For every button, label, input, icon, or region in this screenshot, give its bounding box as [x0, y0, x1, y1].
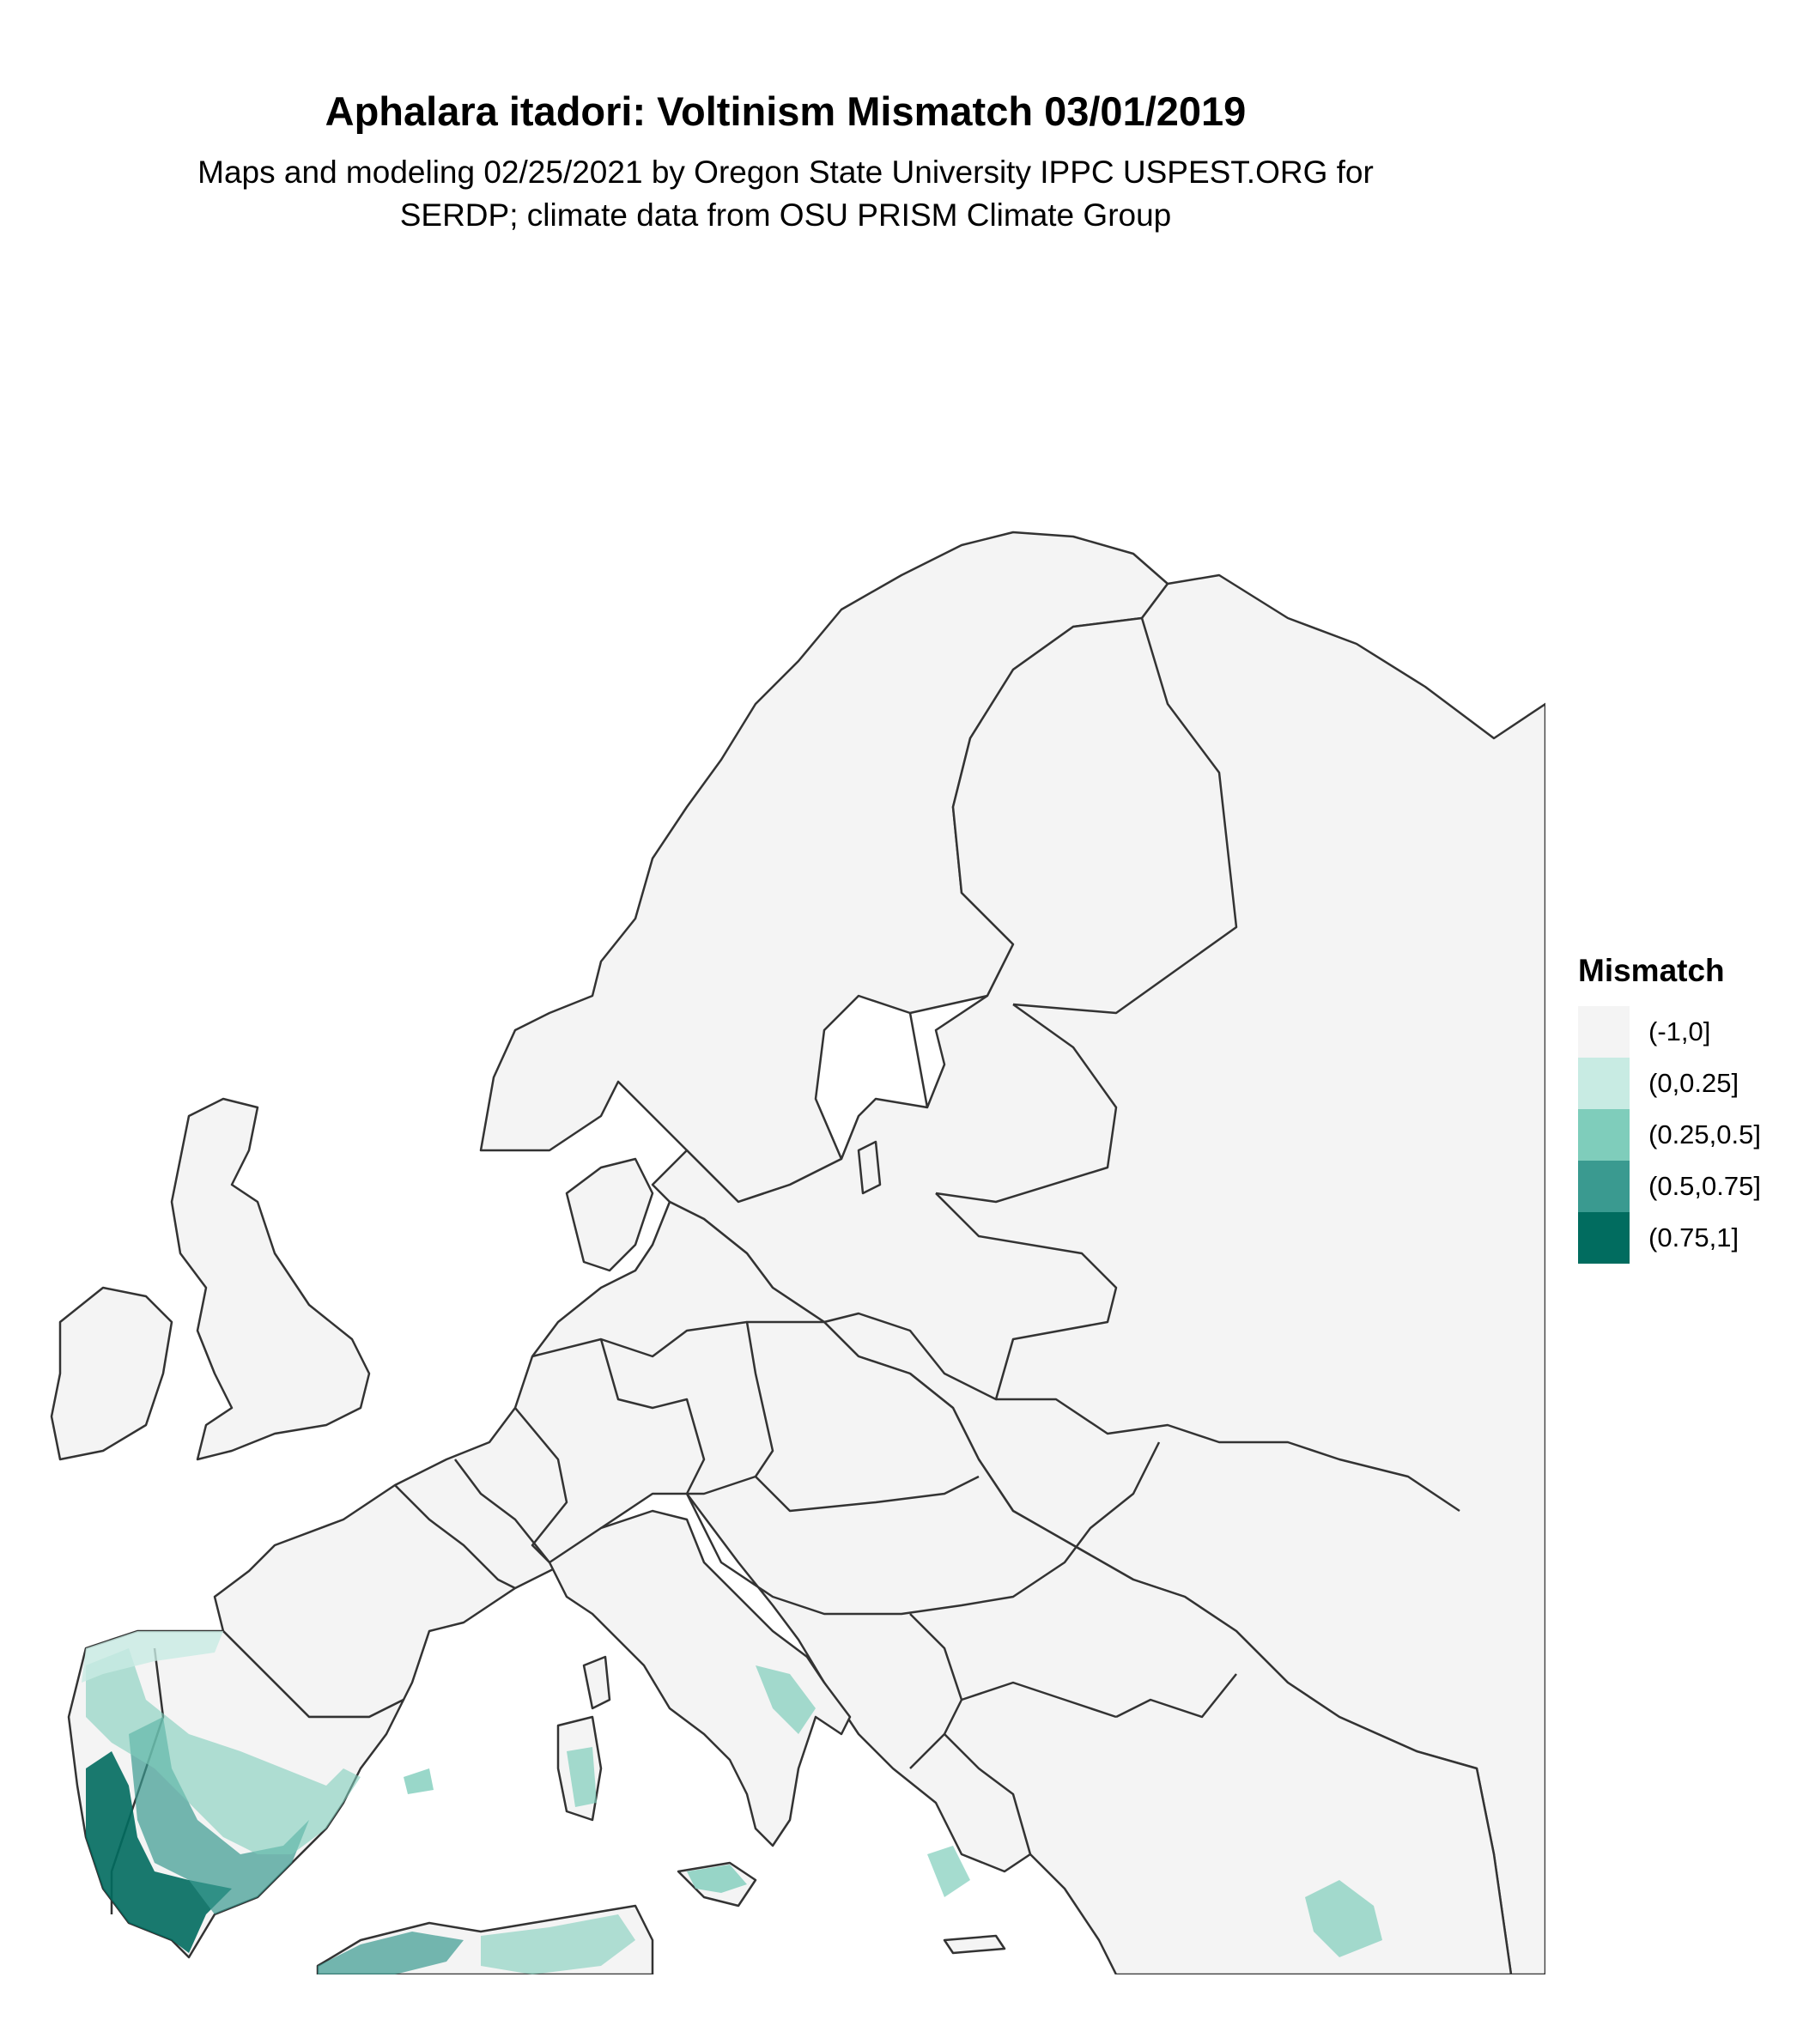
legend-item: (-1,0] [1578, 1006, 1761, 1058]
legend-swatch [1578, 1212, 1630, 1264]
mismatch-areas [82, 1631, 1382, 1974]
country-borders [110, 617, 1460, 1914]
subtitle-line-1: Maps and modeling 02/25/2021 by Oregon S… [197, 155, 1374, 190]
legend-item: (0.75,1] [1578, 1212, 1761, 1264]
europe-map [50, 531, 1545, 1974]
mismatch-sardinia [567, 1747, 597, 1807]
map-subtitle: Maps and modeling 02/25/2021 by Oregon S… [0, 151, 1571, 237]
legend-label: (0.75,1] [1648, 1222, 1739, 1252]
legend-swatch [1578, 1058, 1630, 1109]
crete [943, 1934, 1006, 1955]
mismatch-portugal-dark [86, 1751, 232, 1953]
mismatch-greece [927, 1846, 970, 1897]
mismatch-north-africa-east [481, 1914, 635, 1974]
mismatch-italy-south [756, 1665, 816, 1734]
mismatch-north-africa [318, 1932, 464, 1974]
subtitle-line-2: SERDP; climate data from OSU PRISM Clima… [399, 197, 1172, 233]
ireland [50, 1286, 173, 1461]
legend-item: (0.5,0.75] [1578, 1161, 1761, 1212]
legend: Mismatch (-1,0] (0,0.25] (0.25,0.5] (0.5… [1578, 953, 1761, 1264]
legend-swatch [1578, 1109, 1630, 1161]
legend-label: (0.25,0.5] [1648, 1119, 1761, 1149]
mismatch-iberia-light [86, 1648, 361, 1854]
legend-label: (-1,0] [1648, 1016, 1711, 1046]
land-masses [50, 531, 1545, 1974]
italy [548, 1509, 852, 1847]
mismatch-turkey [1305, 1880, 1382, 1957]
legend-title: Mismatch [1578, 953, 1725, 988]
continental-europe [213, 1200, 1513, 1974]
legend-label: (0.5,0.75] [1648, 1171, 1761, 1201]
legend-label: (0,0.25] [1648, 1068, 1739, 1098]
legend-item: (0,0.25] [1578, 1058, 1761, 1109]
legend-swatch [1578, 1161, 1630, 1212]
mismatch-balearic [404, 1768, 434, 1794]
gotland [857, 1140, 882, 1195]
legend-item: (0.25,0.5] [1578, 1109, 1761, 1161]
great-britain [170, 1097, 371, 1461]
mismatch-sicily [687, 1865, 747, 1893]
corsica [582, 1655, 611, 1710]
legend-swatch [1578, 1006, 1630, 1058]
mismatch-iberia-north [82, 1631, 223, 1683]
map-title: Aphalara itadori: Voltinism Mismatch 03/… [325, 88, 1247, 134]
mismatch-iberia-medium [129, 1717, 309, 1914]
denmark [565, 1157, 654, 1272]
